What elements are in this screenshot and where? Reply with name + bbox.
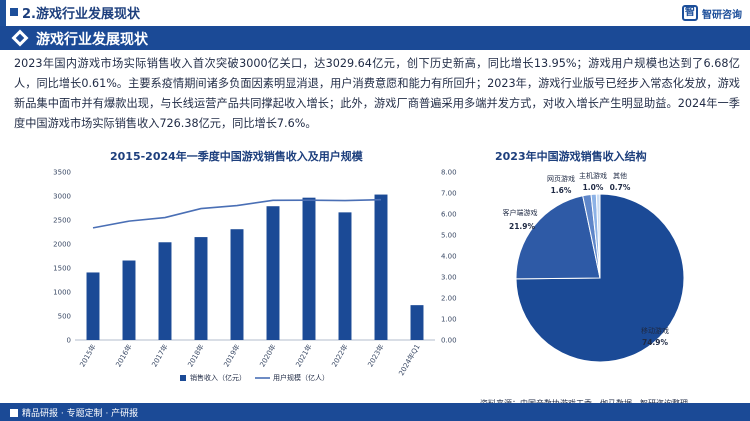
bar [158,242,172,340]
y-right-tick-label: 8.00 [441,169,457,177]
pie-slice-percent: 1.0% [583,183,604,192]
y-left-tick-label: 0 [67,337,71,345]
bar [122,260,136,340]
x-tick-label: 2017年 [150,343,170,369]
y-right-tick-label: 5.00 [441,232,457,240]
pie-slice-percent: 74.9% [642,338,669,347]
y-left-tick-label: 500 [58,313,71,321]
section-marker-icon [10,8,18,16]
pie-slice-percent: 21.9% [509,222,536,231]
section-title: 2.游戏行业发展现状 [22,7,140,22]
x-tick-label: 2019年 [222,343,242,369]
y-right-tick-label: 2.00 [441,295,457,303]
bar [374,194,388,340]
y-right-tick-label: 0.00 [441,337,457,345]
y-left-tick-label: 3500 [53,169,71,177]
y-left-tick-label: 2500 [53,217,71,225]
summary-paragraph: 2023年国内游戏市场实际销售收入首次突破3000亿关口，达3029.64亿元，… [14,57,740,130]
bar [266,206,280,340]
x-tick-label: 2015年 [78,343,98,369]
y-left-tick-label: 2000 [53,241,71,249]
y-right-tick-label: 1.00 [441,316,457,324]
legend-label-users: 用户规模（亿人） [273,373,329,382]
brand-logo-text: 智研咨询 [702,9,742,21]
pie-slice [515,193,685,363]
bar [194,237,208,340]
x-tick-label: 2022年 [330,343,350,369]
x-tick-label: 2016年 [114,343,134,369]
x-tick-label: 2024年Q1 [397,343,422,378]
top-accent [0,0,6,26]
pie-slice [595,193,601,279]
bar [86,272,100,340]
users-line [92,198,382,229]
pie-slice [515,195,601,280]
x-tick-label: 2023年 [366,343,386,369]
brand-logo: 智 智研咨询 [682,4,742,22]
y-right-tick-label: 4.00 [441,253,457,261]
pie-slice-label: 其他 [613,171,627,180]
pie-slice-label: 客户端游戏 [503,208,538,217]
brand-logo-icon: 智 [682,5,698,21]
y-left-tick-label: 1000 [53,289,71,297]
banner: 游戏行业发展现状 [0,26,750,50]
legend-swatch-revenue [180,375,186,381]
bar [410,305,424,340]
legend-label-revenue: 销售收入（亿元） [190,373,246,382]
bar-chart-title: 2015-2024年一季度中国游戏销售收入及用户规模 [110,150,363,163]
pie-chart-title: 2023年中国游戏销售收入结构 [495,150,647,163]
bar [230,229,244,340]
pie-slice-label: 移动游戏 [641,326,669,335]
pie-slice-label: 主机游戏 [579,171,607,180]
x-tick-label: 2018年 [186,343,206,369]
footer-text: 精品研报 · 专题定制 · 产研报 [22,409,139,419]
bar [338,212,352,340]
pie-slice-percent: 1.6% [551,186,572,195]
footer-square-icon [10,408,18,417]
pie-slice-label: 网页游戏 [547,174,575,183]
bar-chart: 0 500 1000 1500 2000 2500 3000 3500 0.00 1.00 2.00… [53,169,456,383]
pie-slice-percent: 0.7% [610,183,631,192]
pie-chart: 移动游戏 74.9% 客户端游戏 21.9% 网页游戏 1.6% 主机游戏 1.0% 其他 0.7… [503,171,685,363]
y-right-tick-label: 3.00 [441,274,457,282]
x-tick-label: 2020年 [258,343,278,369]
top-bar: 2.游戏行业发展现状 智 智研咨询 [0,0,750,26]
footer-bar: 精品研报 · 专题定制 · 产研报 [0,403,750,421]
y-left-tick-label: 1500 [53,265,71,273]
y-right-tick-label: 6.00 [441,211,457,219]
banner-title: 游戏行业发展现状 [36,32,148,48]
bar [302,197,316,340]
y-left-tick-label: 3000 [53,193,71,201]
y-right-tick-label: 7.00 [441,190,457,198]
x-tick-label: 2021年 [294,343,314,369]
